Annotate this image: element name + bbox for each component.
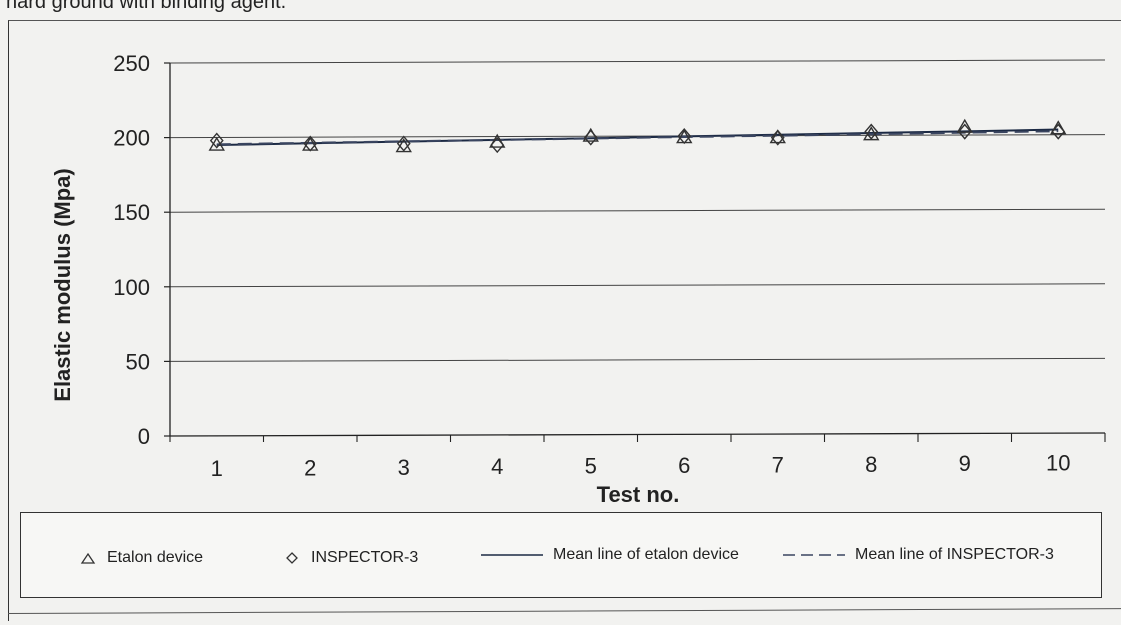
x-tick-label: 9 [959, 451, 971, 476]
legend-item-inspector-mean: Mean line of INSPECTOR-3 [783, 546, 1054, 564]
tick-labels: 0 50 100 150 200 250 1 2 3 4 5 6 7 8 9 10 [113, 51, 1070, 481]
grid-lines [169, 59, 1106, 362]
inspector-point [864, 123, 879, 140]
gridline [169, 283, 1106, 288]
y-tick-label: 0 [138, 424, 150, 449]
gridline [169, 208, 1106, 213]
y-tick-label: 150 [113, 200, 150, 225]
mean-line-inspector [216, 130, 1059, 146]
inspector-point [490, 136, 505, 154]
legend-label-etalon: Etalon device [107, 549, 204, 566]
inspector-point [677, 128, 692, 145]
y-axis-label: Elastic modulus (Mpa) [50, 168, 75, 401]
legend: Etalon device INSPECTOR-3 Mean line of e… [20, 512, 1102, 598]
inspector-point [770, 129, 785, 146]
legend-label-etalon-mean: Mean line of etalon device [553, 546, 739, 563]
inspector-point [396, 135, 411, 152]
y-tick-label: 250 [113, 51, 150, 76]
x-tick-label: 10 [1046, 451, 1070, 476]
gridline [169, 134, 1106, 139]
inspector-point [303, 135, 318, 152]
y-tick-label: 50 [126, 349, 150, 374]
x-tick-label: 7 [772, 452, 784, 477]
inspector-point [1051, 123, 1066, 140]
triangle-marker-icon [80, 552, 96, 564]
legend-item-etalon: Etalon device [79, 549, 203, 567]
gridline [169, 357, 1106, 362]
diamond-marker-icon [286, 552, 298, 564]
x-tick-label: 5 [585, 454, 597, 479]
inspector-point [957, 123, 972, 140]
series-layer [208, 118, 1067, 154]
legend-label-inspector-mean: Mean line of INSPECTOR-3 [855, 546, 1054, 563]
y-tick-label: 100 [113, 275, 150, 300]
x-tick-label: 4 [491, 454, 503, 479]
caption-fragment: hard ground with binding agent. [6, 0, 287, 13]
axes [164, 62, 1106, 442]
x-tick-label: 1 [211, 456, 223, 481]
etalon-point [769, 129, 786, 144]
inspector-point [583, 129, 598, 146]
solid-line-icon [481, 554, 543, 556]
x-axis-label: Test no. [597, 482, 680, 507]
figure-frame [8, 20, 1121, 621]
x-tick-label: 3 [398, 455, 410, 480]
inspector-point [209, 132, 224, 149]
dashed-line-icon [783, 554, 845, 556]
x-tick-label: 8 [865, 452, 877, 477]
y-tick-label: 200 [113, 126, 150, 151]
legend-item-inspector: INSPECTOR-3 [283, 549, 418, 567]
gridline [169, 59, 1106, 64]
x-tick-label: 2 [304, 455, 316, 480]
x-tick-label: 6 [678, 453, 690, 478]
etalon-point [956, 118, 973, 133]
legend-label-inspector: INSPECTOR-3 [311, 549, 419, 566]
legend-item-etalon-mean: Mean line of etalon device [481, 546, 739, 564]
